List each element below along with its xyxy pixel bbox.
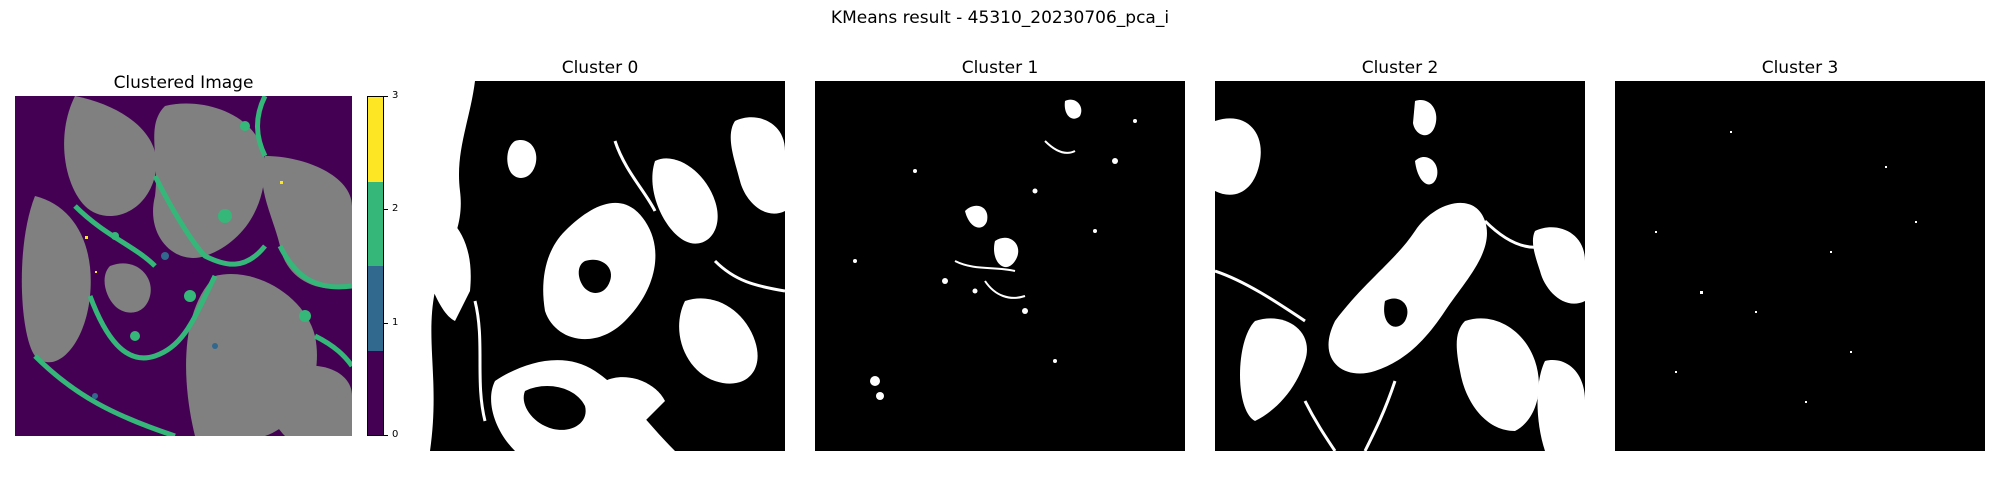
cluster-1-mask [815, 81, 1185, 451]
cluster-0-title: Cluster 0 [561, 58, 639, 78]
colorbar-label-1: 1 [392, 317, 399, 328]
cluster-0-mask [415, 81, 785, 451]
cluster-2-mask [1215, 81, 1585, 451]
colorbar-segment-0 [368, 350, 383, 435]
colorbar-tick-2 [384, 209, 388, 210]
colorbar-label-3: 3 [392, 90, 399, 101]
colorbar-segment-1 [368, 266, 383, 351]
clustered-image [15, 96, 352, 436]
colorbar-label-0: 0 [392, 429, 399, 440]
figure-title: KMeans result - 45310_20230706_pca_i [830, 8, 1170, 28]
cluster-3-mask [1615, 81, 1985, 451]
colorbar-label-2: 2 [392, 203, 399, 214]
colorbar-segment-2 [368, 181, 383, 266]
colorbar-tick-0 [384, 435, 388, 436]
clustered-image-title: Clustered Image [113, 73, 254, 93]
cluster-3-title: Cluster 3 [1761, 58, 1839, 78]
colorbar-tick-3 [384, 96, 388, 97]
colorbar-tick-1 [384, 323, 388, 324]
cluster-1-title: Cluster 1 [961, 58, 1039, 78]
colorbar [367, 96, 384, 436]
colorbar-segment-3 [368, 97, 383, 182]
cluster-2-title: Cluster 2 [1361, 58, 1439, 78]
